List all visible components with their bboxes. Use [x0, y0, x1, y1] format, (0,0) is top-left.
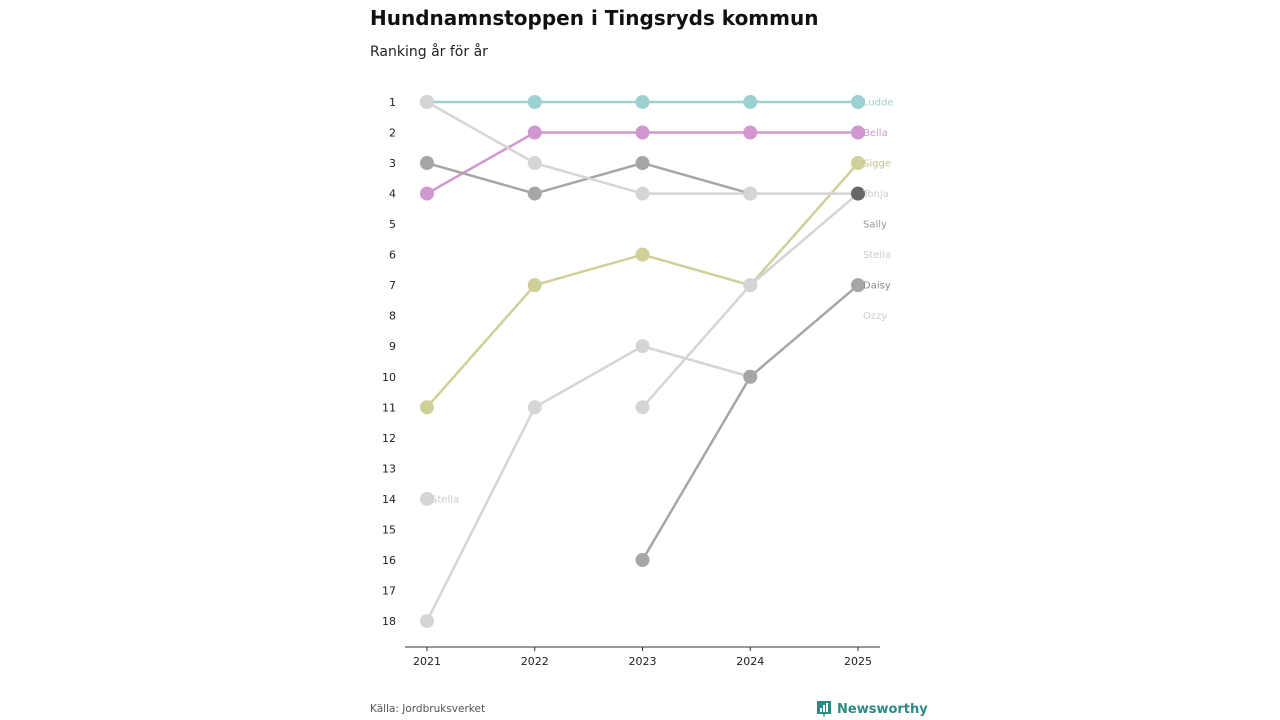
data-point-stella	[635, 339, 650, 354]
data-point-ludde	[851, 95, 865, 109]
end-label-bella: Bella	[863, 128, 888, 139]
y-tick-label: 13	[382, 462, 396, 475]
data-point-sigge	[420, 400, 434, 415]
data-point-ludde	[527, 95, 542, 109]
end-label-ozzy: Ozzy	[863, 311, 887, 322]
bar-chart-flag-icon	[817, 701, 831, 718]
y-tick-label: 17	[382, 584, 396, 597]
end-label-sally: Sally	[863, 220, 887, 231]
x-tick-label: 2023	[629, 655, 657, 668]
data-point-ludde	[743, 95, 758, 109]
data-point-bella	[420, 186, 434, 201]
x-tick-label: 2025	[844, 655, 872, 668]
brand-logo[interactable]: Newsworthy	[816, 700, 928, 719]
end-label-stella: Stella	[863, 250, 891, 261]
data-point-sally	[527, 186, 542, 201]
data-point-stella	[420, 491, 434, 506]
y-tick-label: 7	[389, 279, 396, 292]
data-point-daisy	[851, 278, 865, 293]
y-tick-label: 1	[389, 96, 396, 109]
chart-title: Hundnamnstoppen i Tingsryds kommun	[370, 6, 819, 30]
data-point-bella	[527, 125, 542, 140]
annotation-label: Stella	[431, 494, 459, 505]
data-point-stella	[527, 156, 542, 171]
y-tick-label: 14	[382, 493, 396, 506]
y-tick-label: 9	[389, 340, 396, 353]
data-point-stella	[743, 186, 758, 201]
data-point-bella	[851, 125, 865, 140]
axis-layer: 2021 2022 2023 2024 202512345678910111213141…	[382, 96, 880, 668]
series-line-daisy	[641, 283, 860, 562]
data-point-ozzy	[635, 400, 650, 415]
data-point-bella	[635, 125, 650, 140]
y-tick-label: 18	[382, 615, 396, 628]
end-label-tonja: Tonja	[862, 189, 889, 200]
points-layer	[420, 95, 865, 628]
lines-layer	[425, 100, 860, 623]
data-point-sigge	[851, 156, 865, 171]
series-line-stella	[425, 344, 752, 623]
end-label-sigge: Sigge	[863, 159, 891, 170]
data-point-daisy	[743, 369, 758, 384]
y-tick-label: 8	[389, 310, 396, 323]
series-line-stella	[425, 100, 860, 195]
data-point-sally	[635, 156, 650, 171]
y-tick-label: 10	[382, 371, 396, 384]
y-tick-label: 12	[382, 432, 396, 445]
data-point-tonja	[851, 186, 865, 201]
y-tick-label: 16	[382, 554, 396, 567]
end-label-daisy: Daisy	[863, 281, 891, 292]
y-tick-label: 2	[389, 127, 396, 140]
data-point-sigge	[527, 278, 542, 293]
y-tick-label: 5	[389, 218, 396, 231]
source-note: Källa: Jordbruksverket	[370, 703, 486, 715]
end-label-ludde: Ludde	[863, 98, 894, 109]
y-tick-label: 6	[389, 249, 396, 262]
data-point-sigge	[635, 247, 650, 262]
y-tick-label: 3	[389, 157, 396, 170]
data-point-stella	[635, 186, 650, 201]
x-tick-label: 2021	[413, 655, 441, 668]
y-tick-label: 11	[382, 401, 396, 414]
data-point-stella	[527, 400, 542, 415]
data-point-daisy	[635, 552, 650, 567]
data-point-sally	[420, 156, 434, 171]
chart-subtitle: Ranking år för år	[370, 44, 488, 60]
data-point-bella	[743, 125, 758, 140]
y-tick-label: 15	[382, 523, 396, 536]
labels-layer: Ludde Bella Sigge Tonja Sally Stella Daisy Ozzy…	[431, 98, 894, 506]
data-point-stella	[420, 95, 434, 109]
y-tick-label: 4	[389, 188, 396, 201]
x-tick-label: 2024	[736, 655, 764, 668]
x-tick-label: 2022	[521, 655, 549, 668]
data-point-ludde	[635, 95, 650, 109]
data-point-ozzy	[743, 278, 758, 293]
data-point-stella	[420, 614, 434, 628]
brand-name: Newsworthy	[837, 702, 928, 717]
